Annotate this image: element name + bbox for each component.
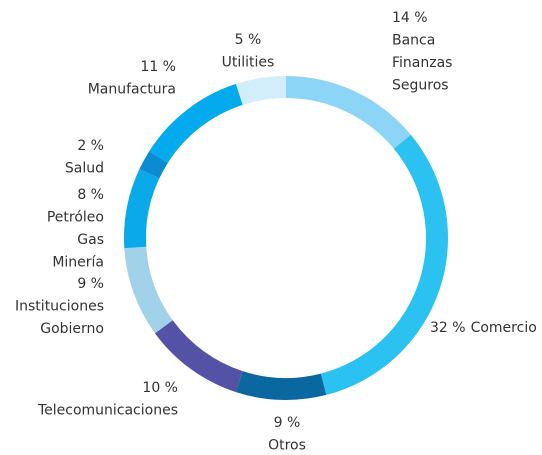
value-label: 11 % <box>140 59 176 75</box>
donut-segment <box>124 246 173 334</box>
category-label: Finanzas <box>392 55 452 71</box>
donut-segment <box>286 76 411 149</box>
donut-segment <box>235 76 286 105</box>
value-label: 14 % <box>392 10 428 26</box>
donut-segment <box>235 371 327 400</box>
value-label: 9 % <box>77 276 104 292</box>
category-label: Minería <box>52 255 104 271</box>
category-label: Manufactura <box>88 82 176 98</box>
donut-segment <box>124 169 160 249</box>
category-label: Telecomunicaciones <box>37 403 178 419</box>
donut-segment <box>149 83 243 163</box>
donut-segment <box>154 320 243 393</box>
donut-segment <box>139 151 168 179</box>
category-label: Salud <box>65 161 104 177</box>
value-label: 8 % <box>77 187 104 203</box>
value-label: 32 % <box>430 320 466 336</box>
value-label: 2 % <box>77 138 104 154</box>
category-label: Gas <box>77 232 104 248</box>
category-label: Utilities <box>222 55 275 71</box>
category-label: Instituciones <box>15 299 104 315</box>
donut-segment <box>320 134 448 395</box>
category-label: Gobierno <box>40 321 104 337</box>
category-label: Otros <box>268 438 306 454</box>
category-label: Comercio <box>471 320 537 336</box>
category-label: Banca <box>392 33 435 49</box>
value-label: 10 % <box>142 380 178 396</box>
category-label: Seguros <box>392 78 449 94</box>
category-label: Petróleo <box>47 210 104 226</box>
value-label: 9 % <box>274 415 301 431</box>
value-label: 5 % <box>235 32 262 48</box>
